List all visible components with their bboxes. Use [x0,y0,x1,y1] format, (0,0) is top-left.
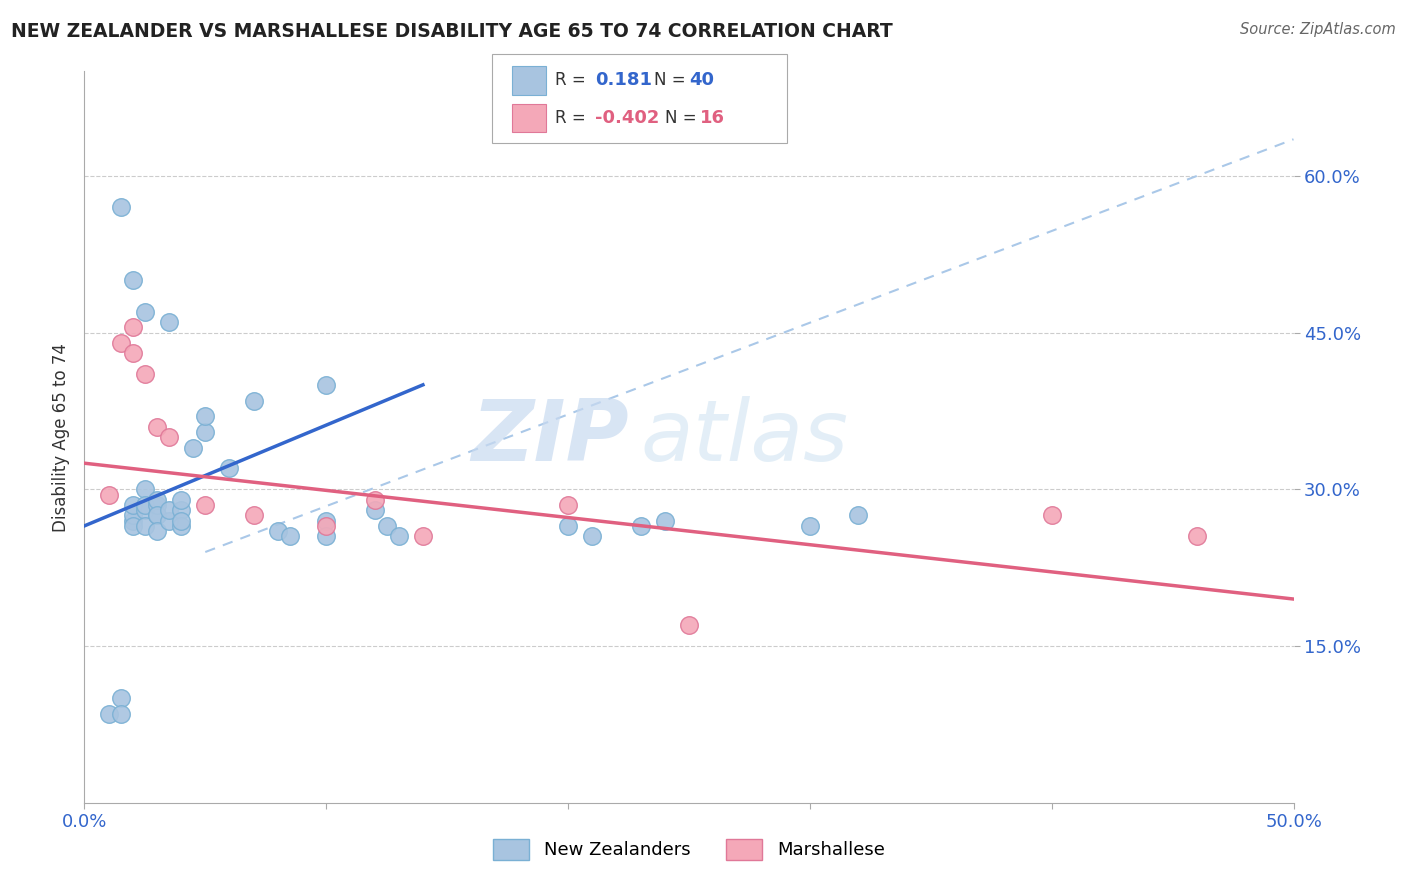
Point [846,508,869,523]
Point [581,529,603,543]
Point [121,498,143,512]
Text: Source: ZipAtlas.com: Source: ZipAtlas.com [1240,22,1396,37]
Point [412,529,434,543]
Point [121,508,143,523]
Point [121,346,143,360]
Point [110,706,132,721]
Text: atlas: atlas [641,395,849,479]
Point [388,529,411,543]
Point [799,519,821,533]
Point [363,492,385,507]
Point [242,393,264,408]
Point [157,315,180,329]
Text: ZIP: ZIP [471,395,628,479]
Point [557,519,579,533]
Text: -0.402: -0.402 [595,109,659,128]
Point [363,503,385,517]
Point [242,508,264,523]
Point [630,519,652,533]
Point [315,377,337,392]
Point [121,273,143,287]
Point [134,498,156,512]
Point [110,336,132,351]
Point [146,498,169,512]
Y-axis label: Disability Age 65 to 74: Disability Age 65 to 74 [52,343,70,532]
Point [170,492,193,507]
Point [121,320,143,334]
Point [134,519,156,533]
Point [170,503,193,517]
Point [375,519,398,533]
Point [110,200,132,214]
Point [157,514,180,528]
Point [315,529,337,543]
Text: NEW ZEALANDER VS MARSHALLESE DISABILITY AGE 65 TO 74 CORRELATION CHART: NEW ZEALANDER VS MARSHALLESE DISABILITY … [11,22,893,41]
Point [134,483,156,497]
Point [134,368,156,382]
Point [170,514,193,528]
Point [146,508,169,523]
Point [121,519,143,533]
Point [315,519,337,533]
Point [170,519,193,533]
Point [121,514,143,528]
Point [194,498,217,512]
Point [654,514,676,528]
Point [146,419,169,434]
Point [194,409,217,424]
Point [146,524,169,538]
Point [146,508,169,523]
Text: N =: N = [665,109,696,128]
Point [315,514,337,528]
Point [278,529,301,543]
Text: R =: R = [555,71,586,89]
Point [557,498,579,512]
Point [110,691,132,706]
Point [218,461,240,475]
Point [1185,529,1208,543]
Point [194,425,217,439]
Point [97,706,120,721]
Point [157,430,180,444]
Point [267,524,290,538]
Point [146,492,169,507]
Point [678,618,700,632]
Text: R =: R = [555,109,586,128]
Text: 40: 40 [689,71,714,89]
Legend: New Zealanders, Marshallese: New Zealanders, Marshallese [486,831,891,867]
Text: N =: N = [654,71,685,89]
Point [134,304,156,318]
Point [97,487,120,501]
Text: 16: 16 [700,109,725,128]
Point [157,503,180,517]
Text: 0.181: 0.181 [595,71,652,89]
Point [1040,508,1063,523]
Point [134,503,156,517]
Point [181,441,204,455]
